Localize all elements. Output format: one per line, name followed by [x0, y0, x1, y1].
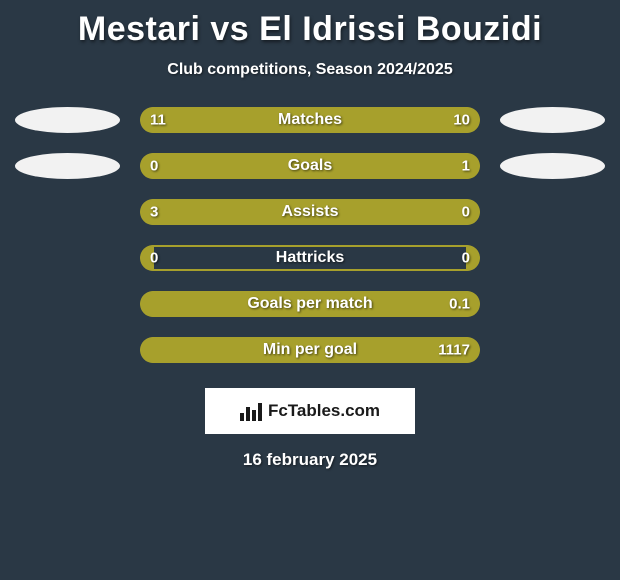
stat-bar: Matches 11 10	[140, 107, 480, 133]
stat-label: Hattricks	[276, 249, 344, 267]
stat-value-left: 0	[150, 250, 158, 267]
brand-badge: FcTables.com	[205, 388, 415, 434]
stat-value-right: 1	[462, 158, 470, 175]
stat-row: Goals per match 0.1	[0, 291, 620, 317]
bar-chart-icon	[240, 401, 262, 421]
player-right-placeholder	[500, 153, 605, 179]
stat-row: Assists 3 0	[0, 199, 620, 225]
bar-fill-left	[140, 291, 154, 317]
stat-label: Goals	[288, 157, 332, 175]
stat-value-left: 0	[150, 158, 158, 175]
player-left-placeholder	[15, 107, 120, 133]
stat-value-left: 3	[150, 204, 158, 221]
stat-label: Assists	[282, 203, 339, 221]
bar-fill-left	[140, 199, 412, 225]
player-right-placeholder	[500, 107, 605, 133]
stat-label: Min per goal	[263, 341, 357, 359]
stat-bar: Hattricks 0 0	[140, 245, 480, 271]
stat-row: Min per goal 1117	[0, 337, 620, 363]
stats-container: Matches1110Goals01Assists30Hattricks00Go…	[0, 107, 620, 363]
bar-fill-left	[140, 337, 154, 363]
stat-bar: Min per goal 1117	[140, 337, 480, 363]
stat-value-right: 1117	[438, 342, 470, 359]
stat-row: Goals 0 1	[0, 153, 620, 179]
page-title: Mestari vs El Idrissi Bouzidi	[0, 0, 620, 49]
stat-row: Hattricks 0 0	[0, 245, 620, 271]
subtitle: Club competitions, Season 2024/2025	[0, 61, 620, 79]
stat-row: Matches 11 10	[0, 107, 620, 133]
stat-bar: Goals 0 1	[140, 153, 480, 179]
player-left-placeholder	[15, 153, 120, 179]
date-label: 16 february 2025	[0, 450, 620, 470]
stat-value-left: 11	[150, 112, 166, 129]
stat-bar: Goals per match 0.1	[140, 291, 480, 317]
stat-label: Goals per match	[247, 295, 372, 313]
stat-value-right: 0	[462, 250, 470, 267]
stat-value-right: 0.1	[449, 296, 470, 313]
bar-fill-right	[208, 153, 480, 179]
brand-text: FcTables.com	[268, 401, 380, 421]
stat-label: Matches	[278, 111, 342, 129]
stat-bar: Assists 3 0	[140, 199, 480, 225]
stat-value-right: 10	[453, 112, 470, 129]
stat-value-right: 0	[462, 204, 470, 221]
